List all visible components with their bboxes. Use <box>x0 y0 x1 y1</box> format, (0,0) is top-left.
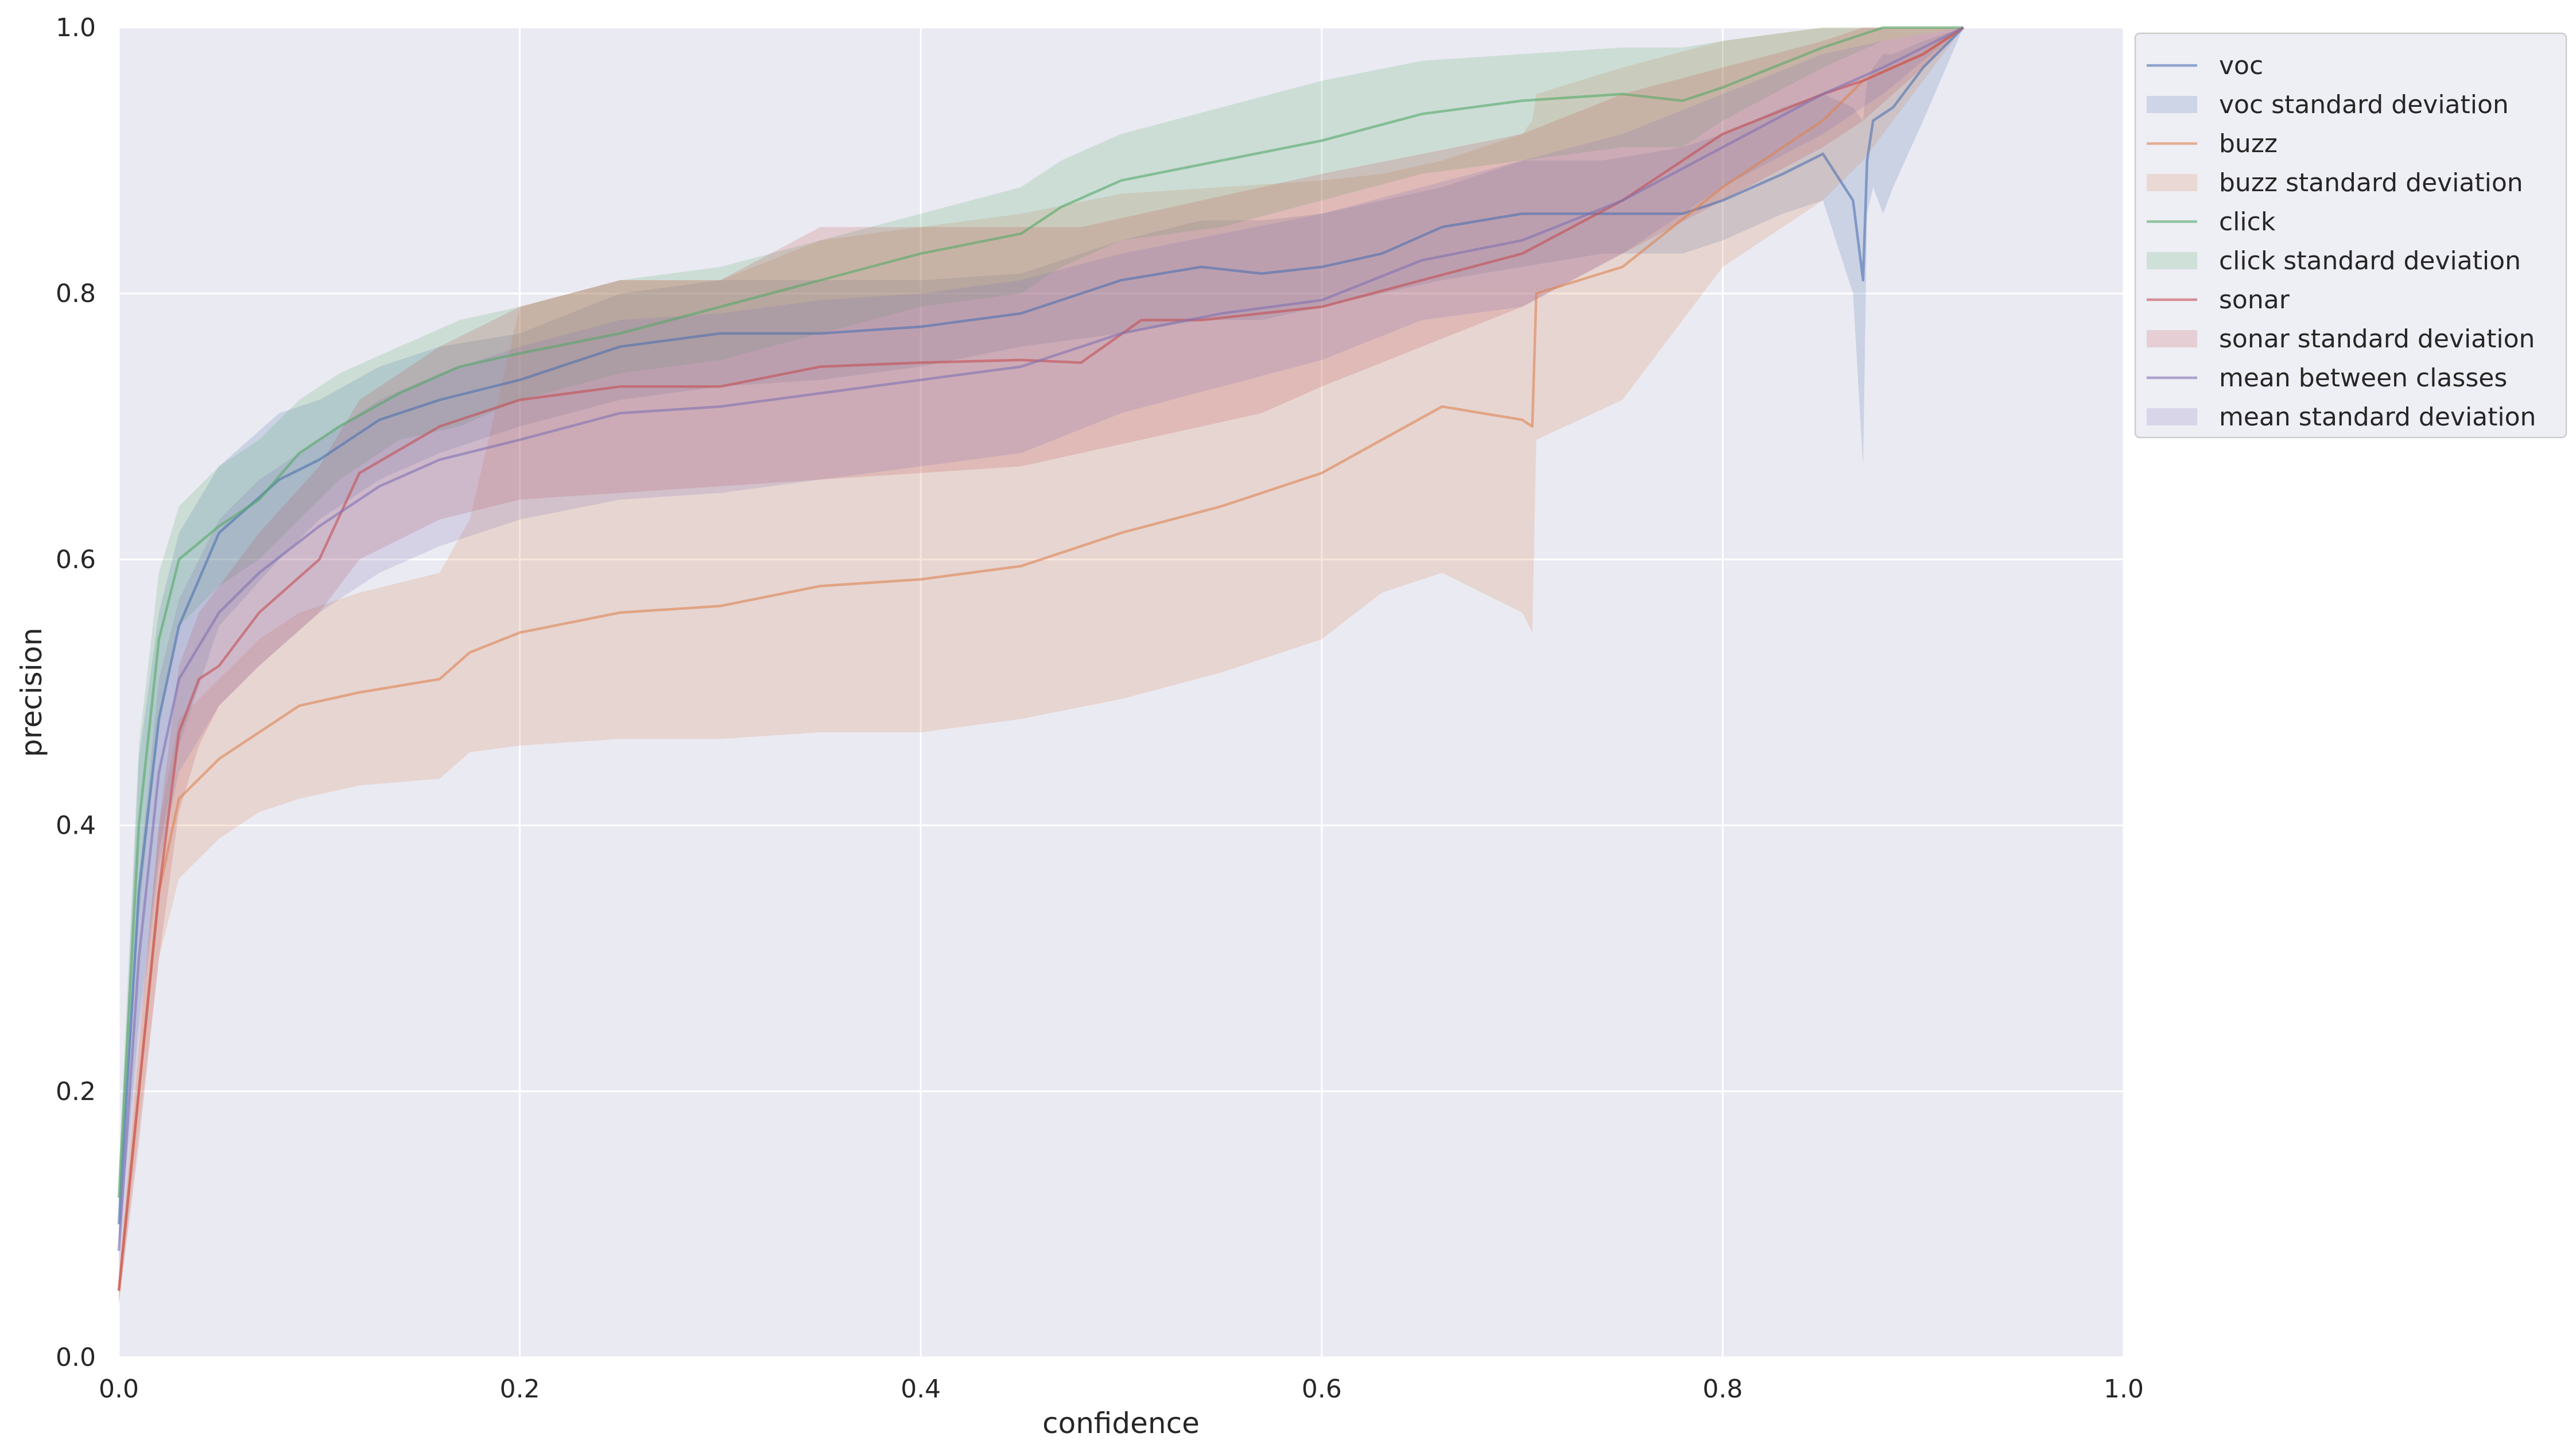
series-line-voc <box>117 26 1965 1225</box>
legend-frame <box>2134 32 2567 439</box>
y-tick-label: 0.6 <box>56 545 96 574</box>
series-line-click <box>117 26 1964 1198</box>
y-tick-labels: 0.0 0.2 0.4 0.6 0.8 1.0 <box>56 13 96 1372</box>
x-tick-label: 0.4 <box>901 1374 941 1404</box>
x-tick-label: 1.0 <box>2104 1374 2144 1404</box>
series-lines <box>117 26 1965 1291</box>
legend-label: sonar <box>2219 285 2290 315</box>
legend-label: click standard deviation <box>2219 246 2521 276</box>
y-tick-label: 0.2 <box>56 1077 96 1106</box>
legend-label: mean between classes <box>2219 363 2507 393</box>
x-tick-label: 0.0 <box>99 1374 139 1404</box>
legend-patch-swatch <box>2147 252 2197 269</box>
series-line-mean-between-classes <box>117 26 1964 1251</box>
legend-patch-swatch <box>2147 96 2197 113</box>
legend: voc voc standard deviation buzz buzz standa… <box>2134 32 2567 439</box>
x-tick-label: 0.8 <box>1702 1374 1743 1404</box>
legend-patch-swatch <box>2147 174 2197 191</box>
std-band-voc <box>119 28 1964 1251</box>
legend-label: voc standard deviation <box>2219 90 2509 119</box>
x-axis-label: confidence <box>1042 1407 1200 1440</box>
legend-label: sonar standard deviation <box>2219 324 2535 354</box>
y-tick-label: 1.0 <box>56 13 96 42</box>
x-tick-labels: 0.0 0.2 0.4 0.6 0.8 1.0 <box>99 1374 2144 1404</box>
series-line-sonar <box>117 26 1964 1291</box>
y-tick-label: 0.0 <box>56 1343 96 1372</box>
std-band-click <box>119 28 1964 1225</box>
std-band-buzz <box>119 28 1964 1304</box>
legend-label: click <box>2219 207 2276 237</box>
legend-label: buzz standard deviation <box>2219 168 2523 198</box>
legend-patch-swatch <box>2147 330 2197 347</box>
legend-label: buzz <box>2219 129 2278 158</box>
y-tick-label: 0.4 <box>56 811 96 841</box>
std-bands <box>119 28 1964 1304</box>
plot-area-background <box>119 28 2124 1357</box>
y-axis-label: precision <box>15 628 48 757</box>
x-tick-label: 0.2 <box>500 1374 540 1404</box>
x-tick-label: 0.6 <box>1302 1374 1342 1404</box>
series-line-buzz <box>117 26 1964 1291</box>
legend-label: voc <box>2219 51 2263 80</box>
grid-lines <box>118 26 2125 1358</box>
std-band-sonar <box>119 28 1964 1304</box>
legend-patch-swatch <box>2147 408 2197 425</box>
y-tick-label: 0.8 <box>56 279 96 308</box>
legend-label: mean standard deviation <box>2219 402 2536 432</box>
std-band-mean-between-classes <box>119 28 1964 1277</box>
